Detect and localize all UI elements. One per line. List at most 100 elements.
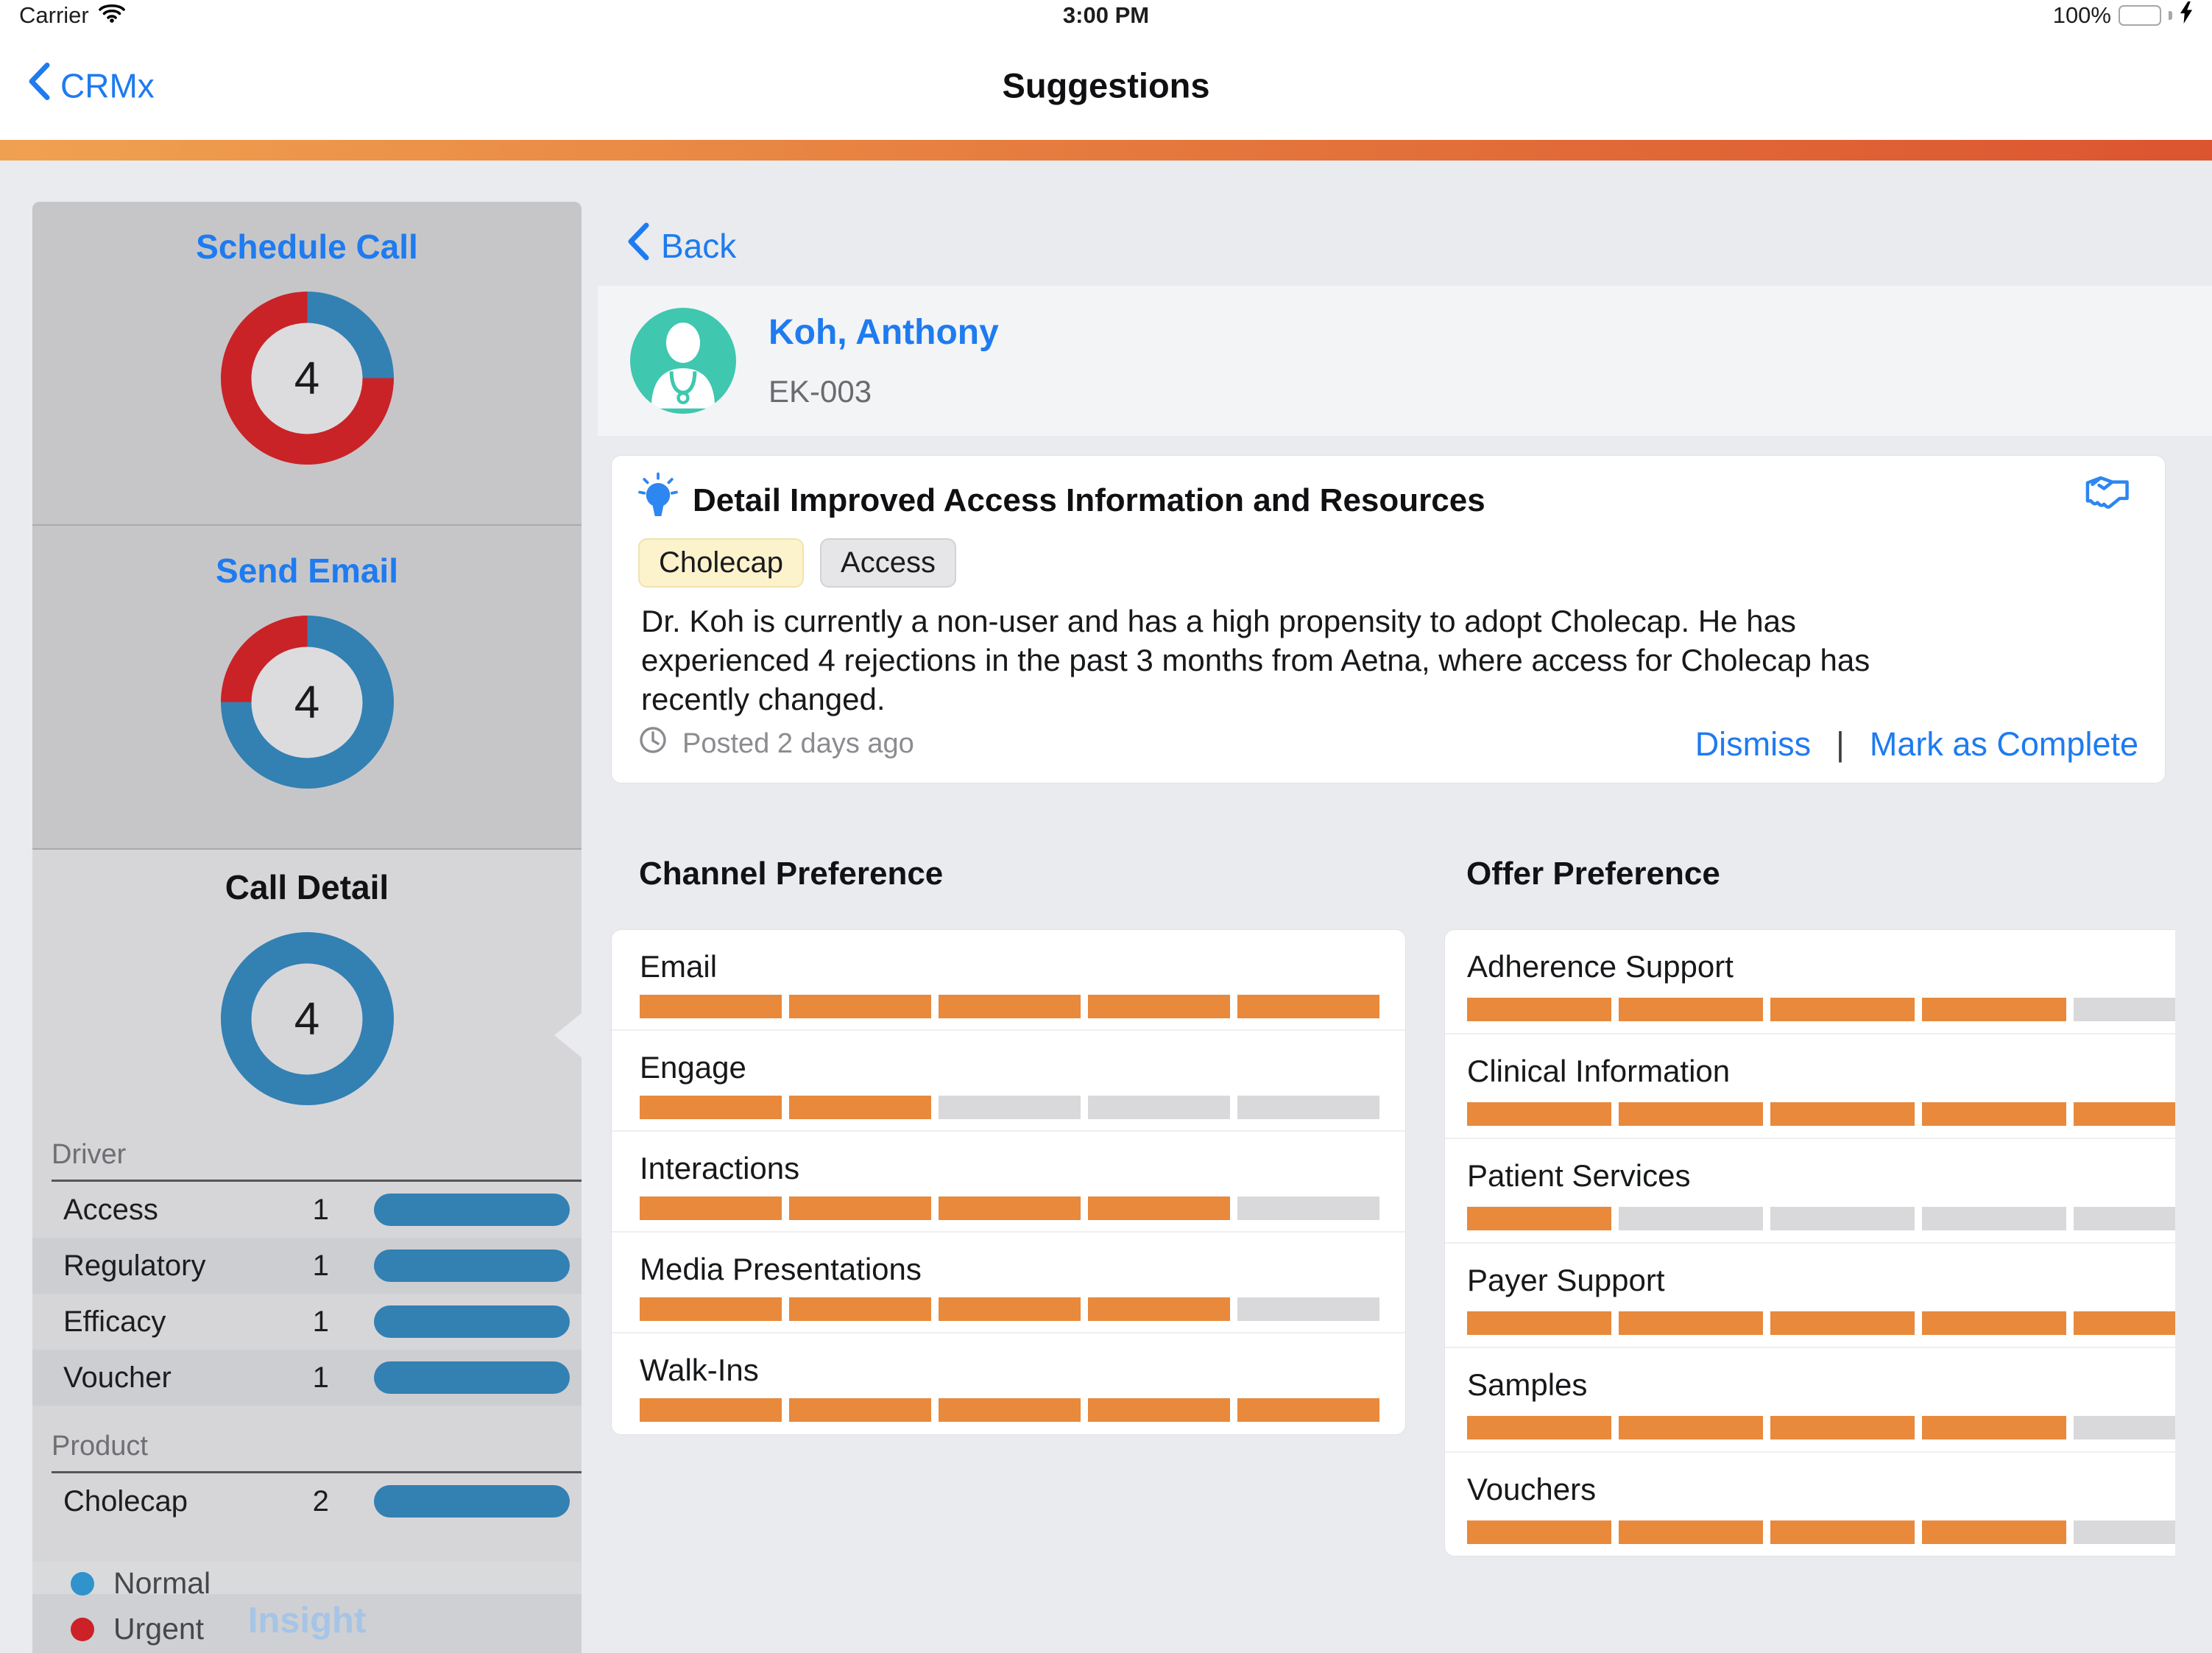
driver-row-bar — [374, 1194, 570, 1226]
legend-item-urgent: Urgent — [71, 1612, 204, 1646]
driver-row-bar — [374, 1361, 570, 1394]
offer-rating-bar — [1467, 998, 2175, 1021]
carrier-label: Carrier — [19, 2, 89, 28]
driver-row-label: Efficacy — [63, 1305, 166, 1338]
driver-row-value: 1 — [312, 1361, 329, 1394]
legend: Insight Normal Urgent — [32, 1562, 582, 1653]
legend-item-normal: Normal — [71, 1566, 211, 1601]
offer-row-adherence-support: Adherence Support — [1445, 930, 2175, 1035]
call-detail-count: 4 — [294, 993, 320, 1044]
driver-row-efficacy: Efficacy 1 — [32, 1294, 582, 1350]
detail-back-button[interactable]: Back — [627, 222, 736, 269]
channel-row-media-presentations: Media Presentations — [612, 1233, 1405, 1333]
brand-accent-bar — [0, 140, 2212, 161]
offer-row-label: Clinical Information — [1467, 1054, 1731, 1088]
detail-back-label: Back — [661, 226, 737, 265]
divider — [52, 1180, 582, 1182]
send-email-title: Send Email — [216, 551, 398, 590]
navigation-bar: CRMx Suggestions — [0, 31, 2212, 140]
battery-icon — [2119, 5, 2161, 26]
selected-section-notch — [554, 1012, 582, 1058]
wifi-icon — [98, 2, 126, 29]
action-separator: | — [1836, 725, 1845, 763]
tag-row: Cholecap Access — [638, 538, 956, 588]
page-title: Suggestions — [1002, 66, 1210, 105]
nav-back-label: CRMx — [60, 66, 155, 105]
channel-rating-bar — [640, 995, 1379, 1018]
suggestion-card: Detail Improved Access Information and R… — [611, 455, 2166, 783]
channel-row-interactions: Interactions — [612, 1132, 1405, 1233]
normal-dot-icon — [71, 1571, 94, 1596]
channel-row-label: Engage — [640, 1050, 746, 1085]
offer-rating-bar — [1467, 1207, 2175, 1230]
offer-row-patient-services: Patient Services — [1445, 1139, 2175, 1244]
offer-row-label: Adherence Support — [1467, 949, 1734, 984]
driver-row-voucher: Voucher 1 — [32, 1350, 582, 1406]
product-group-label: Product — [52, 1431, 148, 1462]
offer-row-payer-support: Payer Support — [1445, 1244, 2175, 1348]
channel-row-email: Email — [612, 930, 1405, 1031]
offer-rating-bar — [1467, 1520, 2175, 1544]
legend-label: Normal — [113, 1566, 211, 1600]
call-detail-donut-chart: 4 — [220, 932, 394, 1105]
sidebar-item-call-detail[interactable]: Call Detail 4 Driver Access 1 Regulatory… — [32, 850, 582, 1653]
offer-row-label: Payer Support — [1467, 1263, 1665, 1297]
offer-row-label: Patient Services — [1467, 1158, 1691, 1193]
driver-row-label: Voucher — [63, 1361, 172, 1394]
send-email-donut-chart: 4 — [220, 616, 394, 789]
channel-row-walk-ins: Walk-Ins — [612, 1333, 1405, 1434]
driver-row-bar — [374, 1305, 570, 1338]
channel-row-label: Walk-Ins — [640, 1353, 759, 1387]
driver-row-value: 1 — [312, 1249, 329, 1282]
status-bar: Carrier 3:00 PM 100% — [0, 0, 2212, 31]
divider — [52, 1471, 582, 1473]
nav-back-button[interactable]: CRMx — [28, 63, 155, 109]
charging-bolt-icon — [2180, 1, 2193, 29]
channel-row-label: Media Presentations — [640, 1252, 922, 1286]
tag-access: Access — [820, 538, 956, 588]
suggestions-sidebar: Schedule Call 4 Send Email 4 Call Detail… — [32, 202, 582, 1653]
sidebar-item-send-email[interactable]: Send Email 4 — [32, 526, 582, 850]
driver-row-label: Access — [63, 1193, 158, 1226]
driver-group-label: Driver — [52, 1139, 127, 1170]
contact-header: Koh, Anthony EK-003 — [598, 286, 2212, 436]
mark-as-complete-button[interactable]: Mark as Complete — [1869, 725, 2138, 763]
offer-rating-bar — [1467, 1311, 2175, 1335]
driver-row-label: Regulatory — [63, 1249, 206, 1282]
schedule-call-donut-chart: 4 — [220, 292, 394, 465]
posted-timestamp: Posted 2 days ago — [682, 727, 914, 759]
driver-row-value: 1 — [312, 1305, 329, 1338]
product-row-cholecap: Cholecap 2 — [32, 1473, 582, 1529]
sidebar-item-schedule-call[interactable]: Schedule Call 4 — [32, 202, 582, 526]
channel-row-engage: Engage — [612, 1031, 1405, 1132]
contact-name[interactable]: Koh, Anthony — [768, 313, 999, 352]
battery-percent: 100% — [2052, 2, 2111, 28]
send-email-count: 4 — [294, 677, 320, 727]
urgent-dot-icon — [71, 1617, 94, 1641]
offer-row-vouchers: Vouchers — [1445, 1453, 2175, 1556]
chevron-left-icon — [627, 222, 649, 269]
channel-rating-bar — [640, 1297, 1379, 1321]
channel-rating-bar — [640, 1196, 1379, 1220]
handshake-icon[interactable] — [2081, 472, 2137, 515]
tag-cholecap: Cholecap — [638, 538, 805, 588]
battery-nub — [2169, 11, 2172, 20]
chevron-left-icon — [28, 63, 50, 109]
schedule-call-count: 4 — [294, 353, 320, 403]
offer-rating-bar — [1467, 1416, 2175, 1439]
sidebar-item-insight[interactable]: Insight — [247, 1601, 367, 1640]
suggestion-title: Detail Improved Access Information and R… — [693, 482, 1485, 518]
clock-icon — [638, 725, 668, 762]
product-row-bar — [374, 1485, 570, 1518]
channel-preference-card: Email Engage Interactions Media Presenta… — [611, 929, 1406, 1435]
offer-row-clinical-information: Clinical Information — [1445, 1035, 2175, 1139]
driver-row-bar — [374, 1250, 570, 1282]
dismiss-button[interactable]: Dismiss — [1695, 725, 1812, 763]
offer-row-samples: Samples — [1445, 1348, 2175, 1453]
call-detail-title: Call Detail — [225, 868, 389, 906]
offer-row-label: Vouchers — [1467, 1472, 1597, 1506]
offer-preference-title: Offer Preference — [1466, 856, 1720, 892]
driver-row-value: 1 — [312, 1193, 329, 1226]
legend-label: Urgent — [113, 1612, 205, 1646]
channel-rating-bar — [640, 1398, 1379, 1422]
